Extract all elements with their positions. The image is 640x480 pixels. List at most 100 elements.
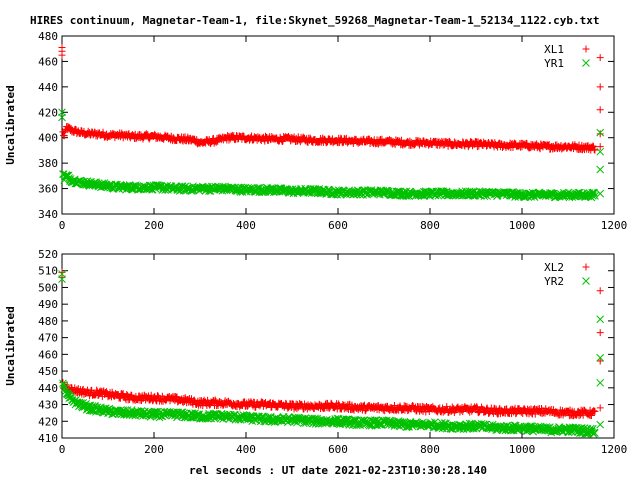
legend-label: YR1	[544, 57, 564, 70]
x-tick-label: 400	[236, 219, 256, 232]
y-tick-label: 410	[38, 432, 58, 445]
data-point	[138, 412, 147, 420]
x-tick-label: 600	[328, 219, 348, 232]
data-point	[596, 189, 605, 198]
legend-marker	[582, 45, 590, 53]
y-tick-label: 510	[38, 265, 58, 278]
panel-1: 340 360 380 400 420 440 460 480 0 200 400 600 800 100…	[4, 30, 627, 232]
data-point	[119, 390, 127, 398]
data-point	[596, 54, 604, 62]
data-point	[58, 51, 66, 59]
data-point	[596, 329, 604, 337]
data-point	[596, 420, 605, 429]
x-tick-label: 1000	[509, 443, 536, 456]
data-point	[528, 409, 536, 417]
y-tick-label: 520	[38, 248, 58, 261]
data-point	[422, 408, 430, 416]
data-point	[596, 404, 604, 412]
data-point	[596, 287, 604, 295]
y-tick-label: 440	[38, 81, 58, 94]
y-tick-label: 450	[38, 365, 58, 378]
series-YR1	[58, 108, 605, 202]
y-tick-label: 360	[38, 183, 58, 196]
data-point	[596, 353, 605, 362]
data-point	[242, 414, 250, 423]
y-tick-label: 460	[38, 55, 58, 68]
data-point	[596, 378, 605, 387]
y-tick-label: 460	[38, 348, 58, 361]
y-tick-label: 420	[38, 106, 58, 119]
data-point	[596, 357, 604, 365]
data-point	[596, 106, 604, 114]
data-point	[211, 396, 219, 404]
y-tick-label: 380	[38, 157, 58, 170]
x-tick-label: 800	[420, 443, 440, 456]
data-point	[510, 421, 519, 430]
figure-title: HIRES continuum, Magnetar-Team-1, file:S…	[30, 14, 600, 27]
data-point	[267, 184, 275, 193]
panel-2: 410 420 430 440 450 460 470 480 490 500 510 520 0 200…	[4, 248, 627, 456]
data-point	[596, 130, 604, 138]
x-tick-label: 800	[420, 219, 440, 232]
data-point	[591, 192, 599, 200]
data-point	[225, 136, 233, 144]
legend-marker	[582, 277, 590, 285]
x-tick-label: 200	[144, 443, 164, 456]
data-point	[343, 405, 351, 413]
x-tick-label: 600	[328, 443, 348, 456]
x-tick-label: 0	[59, 443, 66, 456]
y-tick-label: 440	[38, 382, 58, 395]
legend-marker	[582, 59, 590, 67]
legend-label: YR2	[544, 275, 564, 288]
x-tick-label: 0	[59, 219, 66, 232]
series-XL1	[58, 43, 604, 154]
legend-label: XL1	[544, 43, 564, 56]
x-tick-label: 1200	[601, 443, 628, 456]
data-point	[306, 134, 314, 142]
chart-panels: 340 360 380 400 420 440 460 480 0 200 400 600 800 100…	[4, 30, 627, 456]
x-tick-label: 400	[236, 443, 256, 456]
y-tick-label: 480	[38, 315, 58, 328]
data-point	[58, 275, 66, 283]
data-point	[512, 409, 520, 417]
x-tick-label: 200	[144, 219, 164, 232]
data-point	[446, 137, 454, 145]
y-tick-label: 480	[38, 30, 58, 43]
y-tick-label: 340	[38, 208, 58, 221]
data-point	[335, 400, 343, 408]
y-tick-label: 490	[38, 298, 58, 311]
data-point	[60, 132, 68, 140]
data-point	[262, 132, 270, 140]
data-point	[591, 429, 599, 437]
data-point	[80, 177, 88, 186]
x-tick-label: 1200	[601, 219, 628, 232]
data-point	[596, 165, 605, 174]
data-point	[590, 143, 598, 151]
data-point	[596, 128, 605, 137]
y-axis-label: Uncalibrated	[4, 306, 17, 385]
data-point	[587, 411, 595, 419]
x-axis-label: rel seconds : UT date 2021-02-23T10:30:2…	[189, 464, 487, 477]
data-point	[589, 142, 597, 150]
data-point	[58, 113, 66, 122]
legend-marker	[582, 263, 590, 271]
data-point	[591, 146, 599, 154]
y-tick-label: 420	[38, 415, 58, 428]
data-point	[284, 404, 292, 412]
series-XL2	[58, 268, 604, 420]
x-tick-label: 1000	[509, 219, 536, 232]
data-point	[58, 273, 66, 281]
y-tick-label: 430	[38, 399, 58, 412]
data-point	[596, 315, 605, 324]
series-YR2	[58, 270, 605, 438]
data-point	[596, 143, 604, 151]
y-tick-label: 500	[38, 281, 58, 294]
data-point	[139, 135, 147, 143]
y-tick-label: 470	[38, 332, 58, 345]
data-point	[596, 83, 604, 91]
y-tick-label: 400	[38, 132, 58, 145]
data-point	[596, 147, 605, 156]
legend-label: XL2	[544, 261, 564, 274]
y-axis-label: Uncalibrated	[4, 85, 17, 164]
